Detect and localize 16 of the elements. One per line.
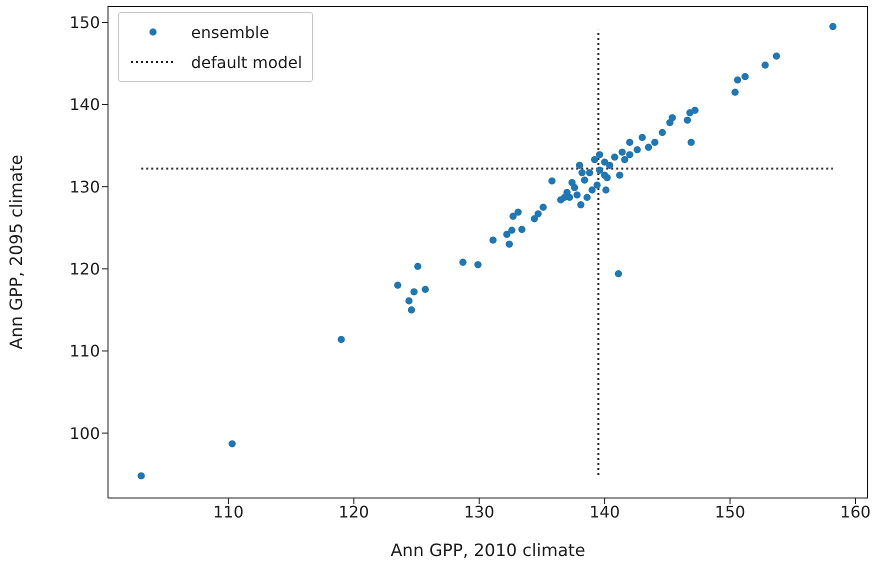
- x-tick-label: 120: [338, 502, 370, 522]
- y-tick-label: 110: [69, 342, 100, 361]
- y-tick-label: 100: [69, 424, 100, 443]
- y-tick-label: 130: [69, 177, 100, 196]
- x-axis-title: Ann GPP, 2010 climate: [390, 541, 586, 561]
- x-tick-label: 150: [714, 502, 746, 522]
- legend-label: ensemble: [191, 22, 270, 42]
- x-tick-label: 160: [840, 502, 871, 522]
- x-tick-label: 130: [464, 502, 494, 522]
- y-tick-label: 150: [69, 13, 100, 32]
- y-tick-label: 140: [69, 95, 100, 114]
- x-tick-label: 110: [213, 502, 244, 522]
- y-tick-label: 120: [69, 260, 100, 279]
- legend-label: default model: [191, 52, 302, 72]
- y-axis-title: Ann GPP, 2095 climate: [7, 154, 28, 350]
- x-tick-label: 140: [589, 502, 620, 522]
